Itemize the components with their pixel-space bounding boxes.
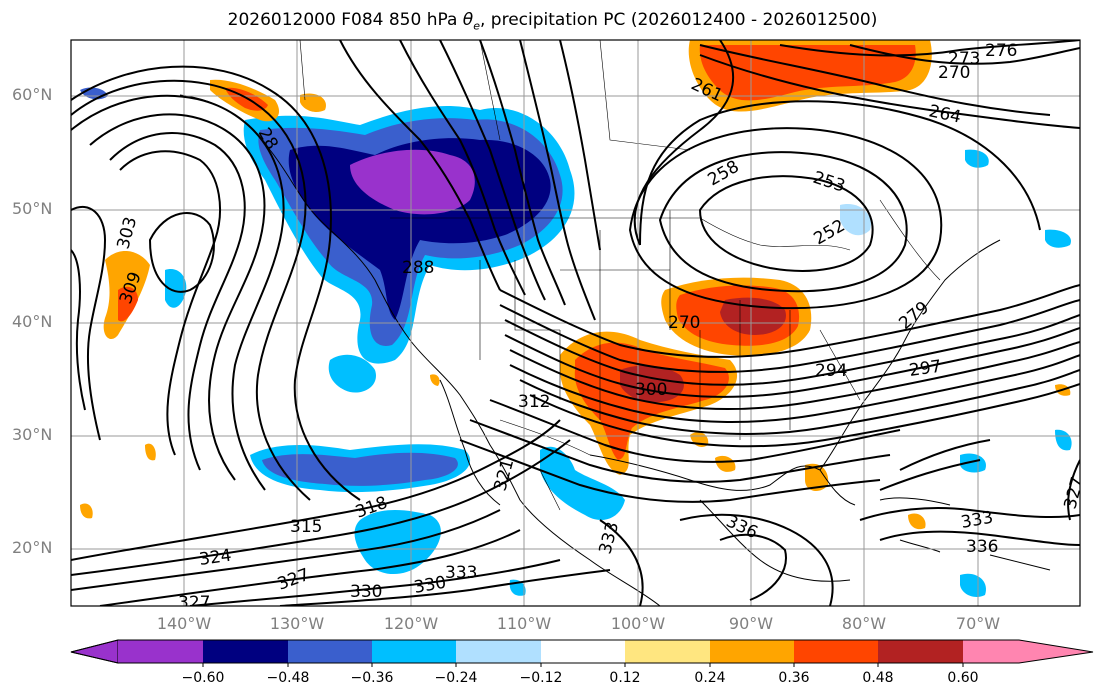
colorbar xyxy=(70,639,1094,667)
lon-label-110w: 110°W xyxy=(496,614,552,633)
colorbar-segment xyxy=(625,640,710,663)
colorbar-tick-label: −0.48 xyxy=(266,670,310,686)
contour-label: 330 xyxy=(350,582,382,602)
colorbar-tick-label: 0.60 xyxy=(947,670,979,686)
lon-label-70w: 70°W xyxy=(955,614,1001,633)
lon-label-100w: 100°W xyxy=(610,614,666,633)
lat-label-30n: 30°N xyxy=(12,425,53,444)
colorbar-tick-label: −0.24 xyxy=(434,670,478,686)
colorbar-segment xyxy=(372,640,456,663)
colorbar-segment xyxy=(541,640,625,663)
lat-label-50n: 50°N xyxy=(12,199,53,218)
lon-label-120w: 120°W xyxy=(383,614,439,633)
contour-label: 315 xyxy=(290,517,322,537)
colorbar-extend-high xyxy=(1019,640,1093,663)
colorbar-segment xyxy=(710,640,794,663)
colorbar-tick-label: 0.36 xyxy=(778,670,810,686)
contour-label: 294 xyxy=(815,361,847,381)
colorbar-segment xyxy=(456,640,541,663)
map-frame xyxy=(70,39,1081,607)
colorbar-segment xyxy=(878,640,963,663)
colorbar-segment xyxy=(794,640,878,663)
contour-label: 288 xyxy=(402,258,434,278)
colorbar-extend-low xyxy=(70,639,119,664)
lat-label-20n: 20°N xyxy=(12,538,53,557)
colorbar-segment xyxy=(288,640,372,663)
contour-label: 300 xyxy=(635,380,667,400)
contour-label: 276 xyxy=(985,41,1017,61)
colorbar-segment xyxy=(203,640,288,663)
contour-label: 270 xyxy=(938,63,970,83)
colorbar-tick-label: 0.12 xyxy=(609,670,641,686)
colorbar-segment xyxy=(118,640,203,663)
contour-label: 270 xyxy=(668,313,700,333)
contour-label: 333 xyxy=(445,563,477,583)
contour-label: 327 xyxy=(178,593,210,613)
lon-label-140w: 140°W xyxy=(156,614,212,633)
colorbar-segment xyxy=(963,640,1019,663)
colorbar-tick-label: −0.12 xyxy=(519,670,563,686)
colorbar-tick-label: −0.60 xyxy=(181,670,225,686)
political-borders xyxy=(299,40,941,511)
contour-label: 336 xyxy=(966,537,998,557)
precip-negative-shading xyxy=(80,87,1072,597)
contour-label: 273 xyxy=(948,49,980,69)
contour-label: 324 xyxy=(198,546,233,570)
theta-e-contours xyxy=(71,40,1080,606)
map-title: 2026012000 F084 850 hPa θe, precipitatio… xyxy=(227,10,878,33)
contour-label: 312 xyxy=(518,392,550,412)
colorbar-tick-label: 0.24 xyxy=(694,670,726,686)
colorbar-tick-label: 0.48 xyxy=(862,670,894,686)
lon-label-130w: 130°W xyxy=(269,614,325,633)
precip-positive-shading xyxy=(80,40,1071,530)
contour-label: 297 xyxy=(908,357,943,381)
lon-label-80w: 80°W xyxy=(841,614,887,633)
lon-label-90w: 90°W xyxy=(728,614,774,633)
lat-label-40n: 40°N xyxy=(12,312,53,331)
colorbar-tick-label: −0.36 xyxy=(350,670,394,686)
lat-label-60n: 60°N xyxy=(12,85,53,104)
